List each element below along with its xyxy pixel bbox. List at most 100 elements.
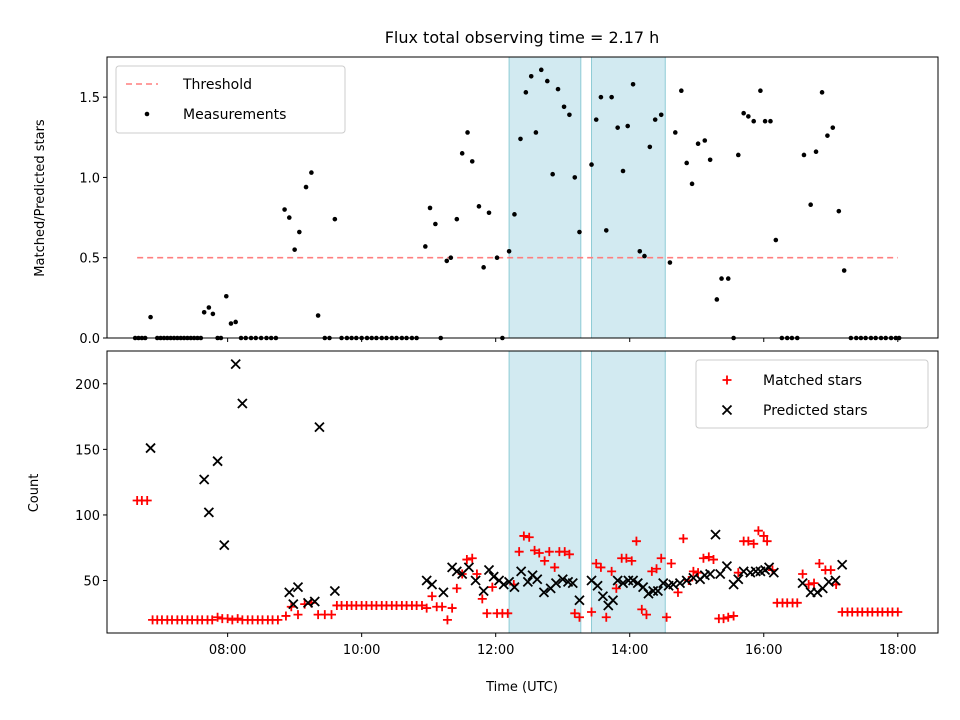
measurements-point: [572, 175, 578, 180]
measurements-point: [751, 118, 757, 124]
measurements-point: [469, 159, 475, 164]
predicted-stars-point: [721, 560, 733, 572]
matched-stars-point: [798, 569, 808, 579]
y-tick-label: 150: [75, 443, 100, 458]
measurements-point: [768, 118, 773, 124]
legend-predicted-label: Predicted stars: [763, 403, 868, 419]
predicted-stars-point: [627, 575, 639, 586]
measurements-point: [486, 210, 492, 216]
measurements-point: [593, 117, 599, 122]
matched-stars-point: [570, 608, 580, 618]
matched-stars-point: [673, 587, 683, 597]
matched-stars-point: [417, 600, 427, 610]
top-panel: 0.0 0.5 1.0 1.5 Threshold Measurements: [79, 56, 939, 347]
legend-threshold-label: Threshold: [182, 77, 252, 93]
x-tick-label: 18:00: [879, 643, 916, 658]
measurements-point: [561, 104, 567, 110]
matched-stars-point: [611, 583, 621, 593]
measurements-point: [746, 114, 751, 119]
predicted-stars-point: [463, 562, 475, 573]
measurements-point: [672, 130, 678, 135]
measurements-point: [695, 141, 701, 147]
measurements-point: [801, 152, 807, 158]
measurements-point: [819, 90, 825, 95]
axes-frame: [106, 56, 939, 339]
x-axis-label: Time (UTC): [485, 680, 558, 695]
predicted-stars-point: [652, 585, 664, 597]
measurements-point: [518, 136, 523, 142]
matched-stars-point: [273, 615, 283, 625]
measurements-point: [292, 247, 297, 252]
matched-stars-point: [652, 564, 662, 574]
matched-stars-point: [678, 534, 688, 544]
predicted-stars-point: [632, 578, 643, 589]
matched-stars-point: [627, 556, 637, 566]
matched-stars-point: [729, 611, 739, 621]
predicted-stars-point: [478, 585, 489, 597]
predicted-stars-point: [470, 575, 481, 586]
measurements-point: [620, 168, 626, 174]
measurements-point: [830, 125, 836, 130]
matched-stars-point: [524, 532, 534, 542]
measurements-point: [523, 90, 529, 95]
x-tick-label: 10:00: [343, 643, 380, 658]
observing-window-1: [508, 56, 582, 339]
matched-stars-point: [792, 598, 802, 608]
matched-stars-point: [601, 612, 611, 622]
x-tick-label: 14:00: [611, 643, 648, 658]
measurements-point: [625, 123, 631, 129]
measurements-point: [630, 81, 636, 87]
matched-stars-point: [514, 547, 524, 557]
measurements-point: [735, 152, 741, 158]
matched-stars-point: [227, 615, 237, 625]
matched-stars-point: [893, 607, 903, 617]
measurements-point: [719, 276, 724, 281]
matched-stars-point: [564, 549, 574, 559]
matched-stars-point: [223, 614, 233, 624]
x-tick-label: 12:00: [477, 643, 514, 658]
matched-stars-point: [550, 562, 560, 572]
matched-stars-point: [207, 615, 217, 625]
measurements-point: [642, 253, 647, 259]
matched-stars-point: [422, 603, 432, 613]
measurements-point: [506, 248, 512, 254]
measurements-point: [444, 258, 450, 264]
measurements-point: [667, 260, 673, 265]
bottom-panel: 50 100 150 200 08:00 10:00 12:00 14:00 16:00 18:0…: [75, 350, 939, 658]
predicted-stars-point: [681, 575, 692, 586]
matched-stars-point: [621, 553, 631, 563]
measurements-point: [538, 67, 544, 73]
legend-measurements-label: Measurements: [183, 107, 286, 123]
matched-stars-point: [631, 536, 641, 546]
matched-stars-point: [759, 531, 769, 541]
matched-stars-point: [656, 553, 666, 563]
measurements-point: [206, 305, 212, 310]
predicted-stars-point: [837, 559, 848, 570]
measurements-point: [707, 157, 713, 163]
measurements-point: [658, 112, 664, 118]
matched-stars-point: [544, 547, 554, 557]
predicted-stars-point: [705, 568, 716, 580]
measurements-point: [528, 73, 534, 79]
predicted-stars-point: [284, 587, 295, 598]
measurements-point: [689, 181, 695, 187]
legend-matched-swatch: [722, 375, 732, 385]
matched-stars-point: [142, 496, 152, 506]
measurements-point: [609, 94, 614, 100]
axes-frame: [106, 350, 939, 634]
chart-title: Flux total observing time = 2.17 h: [385, 28, 660, 47]
predicted-stars-point: [498, 579, 509, 590]
measurements-point: [825, 133, 830, 138]
measurements-point: [577, 229, 582, 235]
x-tick-label: 16:00: [745, 643, 782, 658]
matched-stars-point: [534, 548, 544, 558]
matched-stars-point: [826, 565, 836, 575]
predicted-stars-point: [212, 456, 223, 467]
matched-stars-point: [596, 562, 606, 572]
legend-matched-label: Matched stars: [763, 373, 862, 389]
y-tick-label: 100: [75, 509, 100, 524]
predicted-stars-point: [733, 574, 744, 585]
predicted-stars-point: [592, 580, 603, 591]
measurements-point: [589, 162, 594, 167]
matched-stars-point: [662, 612, 672, 622]
